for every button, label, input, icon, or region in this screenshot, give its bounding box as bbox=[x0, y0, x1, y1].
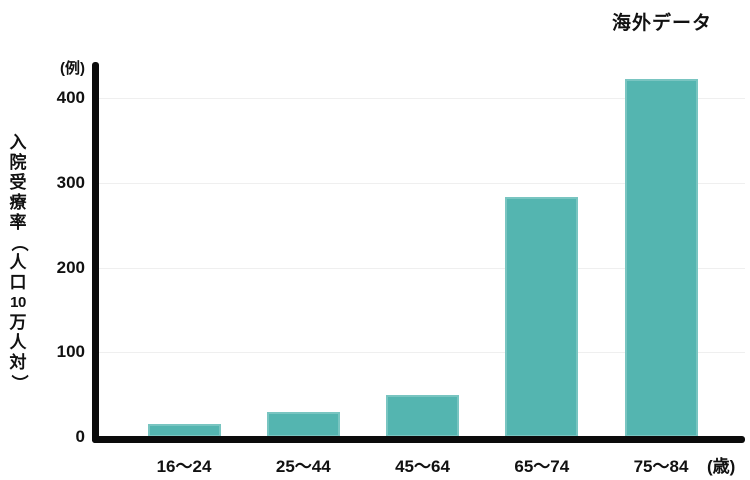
y-tick-label-100: 100 bbox=[56, 342, 85, 361]
y-axis-title-char: 口 bbox=[9, 273, 27, 292]
gridline-300 bbox=[98, 183, 745, 184]
y-axis-title-char: 人 bbox=[9, 333, 27, 352]
gridline-400 bbox=[98, 98, 745, 99]
y-axis-title-char: 対 bbox=[9, 353, 27, 372]
y-axis-title-char: （ bbox=[9, 234, 28, 252]
y-axis-title-char: 率 bbox=[9, 213, 27, 232]
bar-45〜64 bbox=[386, 394, 459, 437]
x-tick-label-45〜64: 45〜64 bbox=[395, 457, 450, 476]
y-tick-label-200: 200 bbox=[56, 258, 85, 277]
y-axis-line bbox=[92, 62, 99, 443]
y-axis-title-char: 療 bbox=[9, 193, 27, 212]
y-axis-title: 入院受療率（人口 10 万人対） bbox=[5, 133, 31, 393]
y-axis-unit-label: (例) bbox=[60, 60, 85, 77]
y-axis-title-char: 入 bbox=[9, 133, 27, 152]
bar-65〜74 bbox=[505, 197, 579, 437]
x-tick-label-25〜44: 25〜44 bbox=[275, 457, 331, 476]
x-tick-label-65〜74: 65〜74 bbox=[514, 457, 570, 476]
bar-16〜24 bbox=[147, 424, 221, 437]
bar-25〜44 bbox=[266, 411, 340, 437]
chart-title: 海外データ bbox=[611, 13, 712, 34]
y-axis-title-char: 受 bbox=[9, 173, 27, 192]
y-tick-label-400: 400 bbox=[56, 88, 85, 107]
y-axis-title-char: 10 bbox=[10, 294, 26, 311]
y-tick-label-300: 300 bbox=[56, 173, 85, 192]
y-tick-label-0: 0 bbox=[75, 427, 85, 446]
gridline-100 bbox=[98, 352, 745, 353]
y-axis-title-char: 人 bbox=[9, 253, 27, 272]
x-tick-label-75〜84: 75〜84 bbox=[633, 457, 689, 476]
x-axis-line bbox=[92, 436, 745, 443]
y-axis-title-char: 院 bbox=[9, 153, 27, 172]
x-axis-unit-label: (歳) bbox=[707, 457, 736, 476]
gridline-200 bbox=[98, 268, 745, 269]
y-axis-title-char: ） bbox=[9, 374, 28, 392]
y-axis-title-char: 万 bbox=[9, 313, 27, 332]
x-tick-label-16〜24: 16〜24 bbox=[156, 457, 212, 476]
bar-75〜84 bbox=[624, 78, 698, 437]
